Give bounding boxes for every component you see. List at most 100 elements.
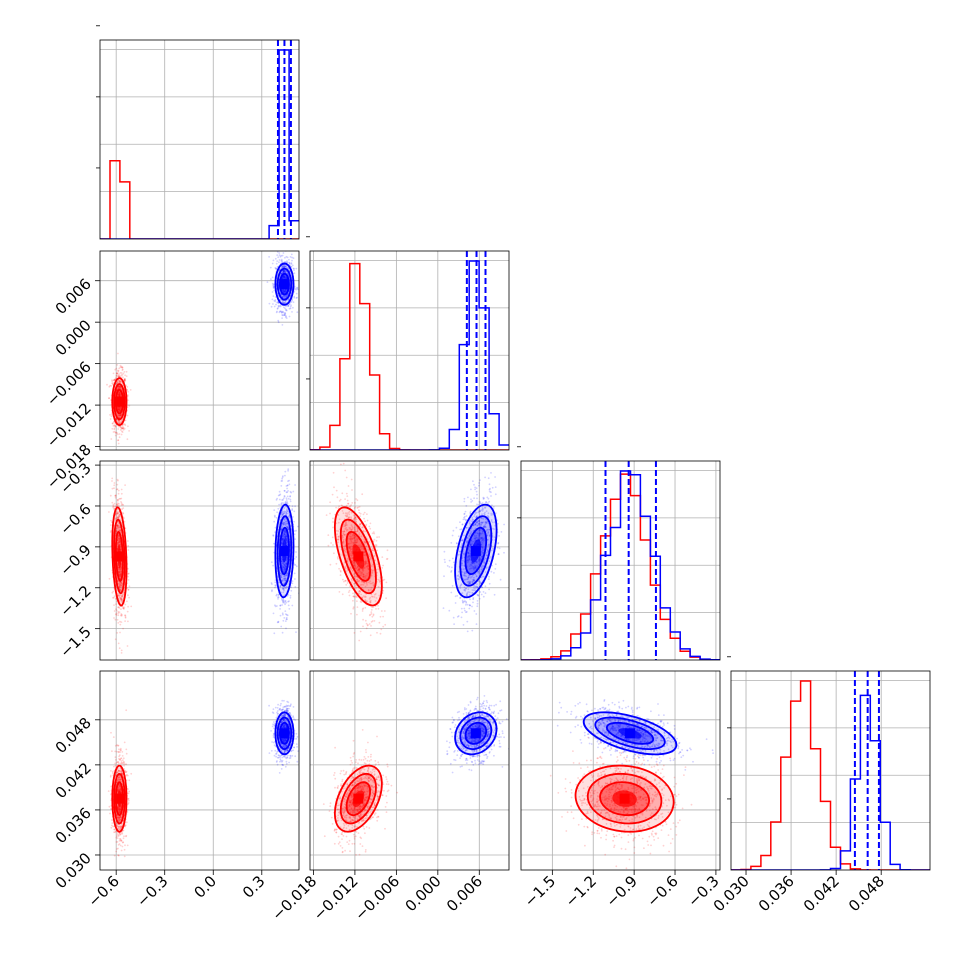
scatter-point xyxy=(120,451,122,453)
scatter-point xyxy=(295,556,297,558)
scatter-point xyxy=(362,610,364,612)
scatter-point xyxy=(512,504,514,506)
scatter-point xyxy=(294,586,296,588)
scatter-point xyxy=(112,422,114,424)
scatter-point xyxy=(294,538,296,540)
scatter-point xyxy=(281,480,283,482)
scatter-point xyxy=(296,297,298,299)
scatter-point xyxy=(122,376,124,378)
scatter-point xyxy=(121,493,123,495)
scatter-point xyxy=(352,600,354,602)
scatter-point xyxy=(294,578,296,580)
scatter-point xyxy=(351,479,353,481)
scatter-point xyxy=(292,491,294,493)
scatter-point xyxy=(363,514,365,516)
scatter-point xyxy=(287,470,289,472)
scatter-point xyxy=(444,561,446,563)
scatter-point xyxy=(127,611,129,613)
scatter-point xyxy=(459,521,461,523)
scatter-point xyxy=(290,587,292,589)
scatter-point xyxy=(282,632,284,634)
scatter-point xyxy=(372,620,374,622)
scatter-point xyxy=(116,484,118,486)
scatter-point xyxy=(121,434,123,436)
density-peak xyxy=(114,551,124,561)
scatter-point xyxy=(338,505,340,507)
scatter-point xyxy=(292,265,294,267)
scatter-point xyxy=(129,585,131,587)
scatter-point xyxy=(353,596,355,598)
scatter-point xyxy=(340,570,342,572)
scatter-point xyxy=(284,257,286,259)
scatter-point xyxy=(479,598,481,600)
scatter-point xyxy=(381,556,383,558)
scatter-point xyxy=(294,505,296,507)
scatter-point xyxy=(121,650,123,652)
scatter-point xyxy=(281,260,283,262)
scatter-point xyxy=(347,582,349,584)
scatter-point xyxy=(346,493,348,495)
scatter-point xyxy=(125,615,127,617)
scatter-point xyxy=(279,499,281,501)
scatter-point xyxy=(366,513,368,515)
scatter-point xyxy=(473,497,475,499)
scatter-point xyxy=(110,524,112,526)
scatter-point xyxy=(338,568,340,570)
scatter-point xyxy=(124,371,126,373)
scatter-point xyxy=(111,428,113,430)
scatter-point xyxy=(286,497,288,499)
scatter-point xyxy=(128,405,130,407)
scatter-point xyxy=(106,384,108,386)
scatter-point xyxy=(386,582,388,584)
scatter-point xyxy=(108,397,110,399)
scatter-point xyxy=(357,606,359,608)
scatter-point xyxy=(472,480,474,482)
scatter-point xyxy=(453,617,455,619)
scatter-point xyxy=(126,601,128,603)
scatter-point xyxy=(489,483,491,485)
scatter-point xyxy=(464,516,466,518)
scatter-point xyxy=(113,484,115,486)
scatter-point xyxy=(376,550,378,552)
scatter-point xyxy=(271,590,273,592)
scatter-point xyxy=(117,488,119,490)
scatter-point xyxy=(277,622,279,624)
scatter-point xyxy=(475,613,477,615)
panel-content xyxy=(100,438,305,661)
scatter-point xyxy=(292,580,294,582)
panel-content xyxy=(100,40,299,239)
scatter-point xyxy=(291,605,293,607)
scatter-point xyxy=(272,277,274,279)
scatter-point xyxy=(277,508,279,510)
scatter-point xyxy=(329,501,331,503)
scatter-point xyxy=(117,439,119,441)
scatter-point xyxy=(297,287,299,289)
scatter-point xyxy=(290,306,292,308)
scatter-point xyxy=(326,514,328,516)
scatter-point xyxy=(293,257,295,259)
scatter-point xyxy=(116,364,118,366)
scatter-point xyxy=(382,616,384,618)
scatter-point xyxy=(368,526,370,528)
scatter-point xyxy=(449,560,451,562)
scatter-point xyxy=(273,632,275,634)
scatter-point xyxy=(274,300,276,302)
scatter-point xyxy=(273,286,275,288)
scatter-point xyxy=(285,309,287,311)
scatter-point xyxy=(332,527,334,529)
scatter-point xyxy=(291,254,293,256)
scatter-point xyxy=(375,544,377,546)
scatter-point xyxy=(115,497,117,499)
scatter-point xyxy=(295,551,297,553)
scatter-point xyxy=(365,524,367,526)
scatter-point xyxy=(293,297,295,299)
scatter-point xyxy=(355,498,357,500)
scatter-point xyxy=(269,303,271,305)
scatter-point xyxy=(116,375,118,377)
scatter-point xyxy=(272,303,274,305)
scatter-point xyxy=(116,373,118,375)
density-peak xyxy=(279,279,289,289)
scatter-point xyxy=(127,549,129,551)
scatter-point xyxy=(346,495,348,497)
